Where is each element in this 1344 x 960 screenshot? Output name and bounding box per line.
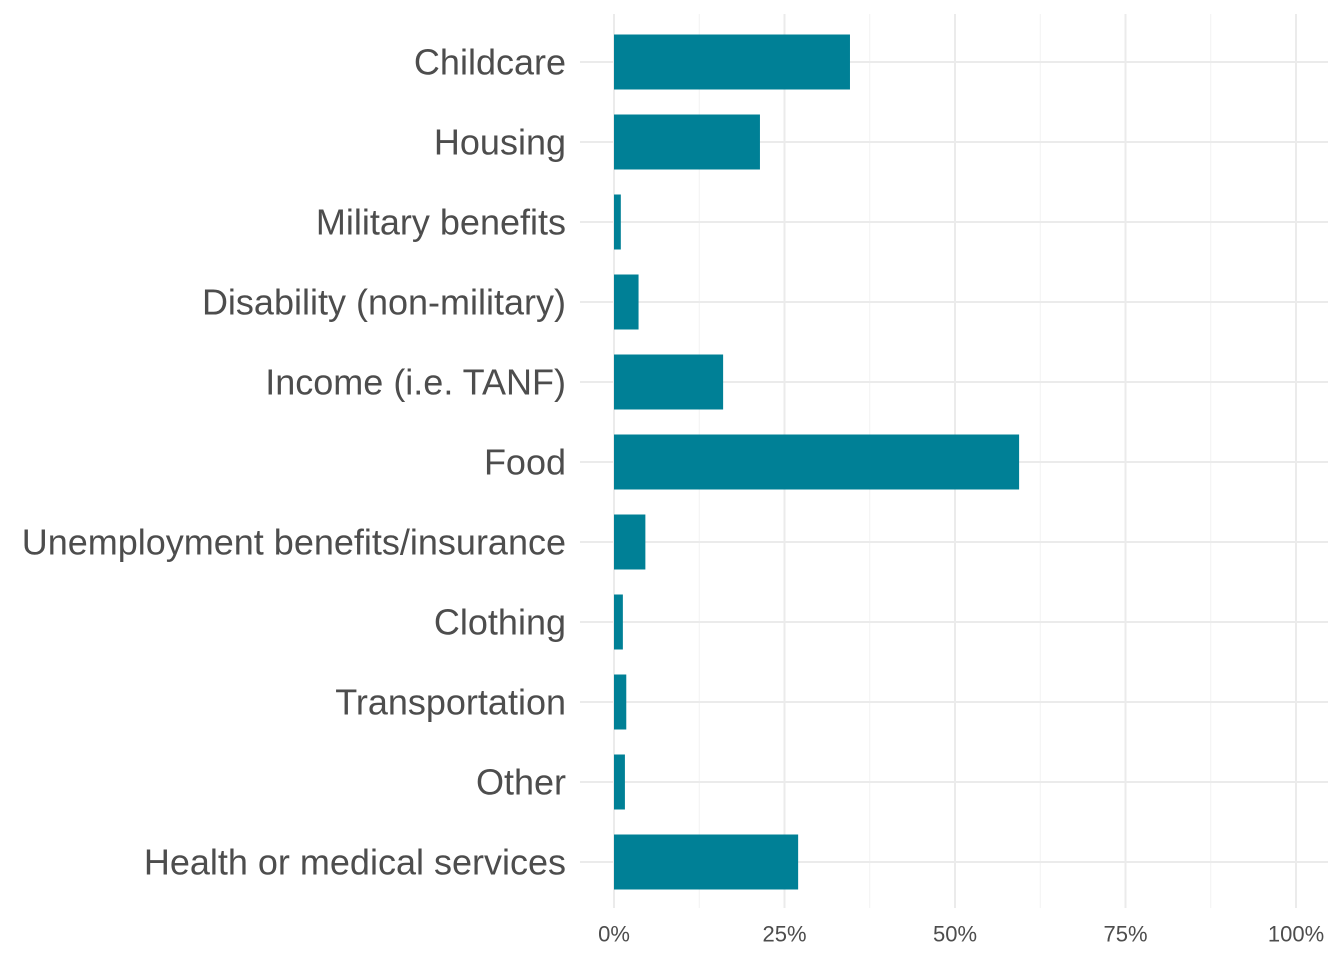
bar	[614, 594, 623, 650]
bars	[614, 34, 1020, 890]
bar	[614, 34, 850, 90]
category-label: Military benefits	[316, 202, 566, 243]
category-label: Other	[476, 762, 566, 803]
category-label: Childcare	[414, 42, 566, 83]
category-label: Transportation	[335, 682, 566, 723]
category-label: Disability (non-military)	[202, 282, 566, 323]
x-tick-label: 100%	[1268, 922, 1324, 947]
bar	[614, 194, 621, 250]
bar	[614, 114, 760, 170]
x-tick-label: 25%	[762, 922, 806, 947]
bar	[614, 354, 724, 410]
category-label: Food	[484, 442, 566, 483]
x-tick-label: 75%	[1103, 922, 1147, 947]
x-tick-label: 0%	[598, 922, 630, 947]
bar	[614, 434, 1020, 490]
category-label: Clothing	[434, 602, 566, 643]
bar	[614, 754, 625, 810]
category-label: Housing	[434, 122, 566, 163]
category-label: Health or medical services	[144, 842, 566, 883]
bar	[614, 274, 639, 330]
bar	[614, 834, 799, 890]
x-tick-label: 50%	[933, 922, 977, 947]
bar	[614, 514, 646, 570]
bar	[614, 674, 627, 730]
category-label: Unemployment benefits/insurance	[22, 522, 566, 563]
category-label: Income (i.e. TANF)	[265, 362, 566, 403]
x-axis-ticks: 0% 25% 50% 75% 100%	[598, 922, 1324, 947]
category-labels: Childcare Housing Military benefits Disabil…	[22, 42, 566, 883]
